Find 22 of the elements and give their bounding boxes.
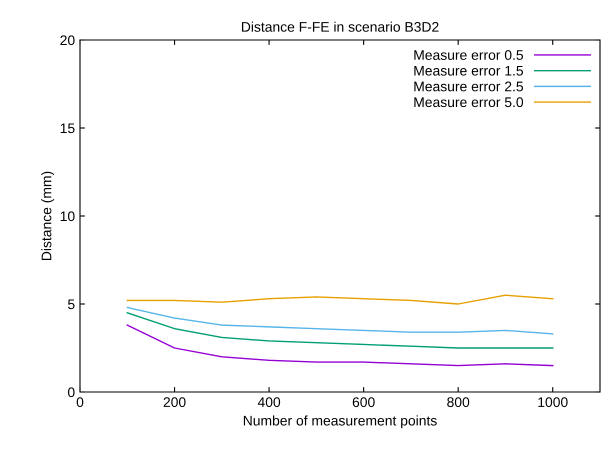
- line-series: [126, 294, 554, 305]
- y-axis-title: Distance (mm): [41, 172, 54, 260]
- y-tick-label: 15: [60, 123, 75, 134]
- y-tick-label: 0: [68, 387, 75, 398]
- legend-label: Measure error 0.5: [414, 50, 524, 60]
- x-tick-label: 800: [447, 397, 470, 408]
- line-series: [126, 306, 554, 335]
- x-tick-label: 400: [258, 397, 280, 408]
- line-series: [126, 324, 554, 366]
- x-tick-label: 1000: [538, 397, 568, 408]
- y-tick-label: 10: [60, 211, 75, 222]
- line-series: [126, 312, 554, 349]
- legend-label: Measure error 5.0: [414, 97, 524, 108]
- x-tick-label: 0: [76, 397, 84, 408]
- y-tick-label: 5: [68, 299, 75, 310]
- x-tick-label: 200: [164, 397, 186, 408]
- chart-title: Distance F-FE in scenario B3D2: [242, 22, 438, 32]
- x-tick-label: 600: [352, 397, 375, 408]
- legend-label: Measure error 1.5: [414, 66, 524, 76]
- y-tick-label: 20: [60, 35, 75, 46]
- x-axis-title: Number of measurement points: [244, 415, 437, 428]
- legend-label: Measure error 2.5: [414, 82, 524, 92]
